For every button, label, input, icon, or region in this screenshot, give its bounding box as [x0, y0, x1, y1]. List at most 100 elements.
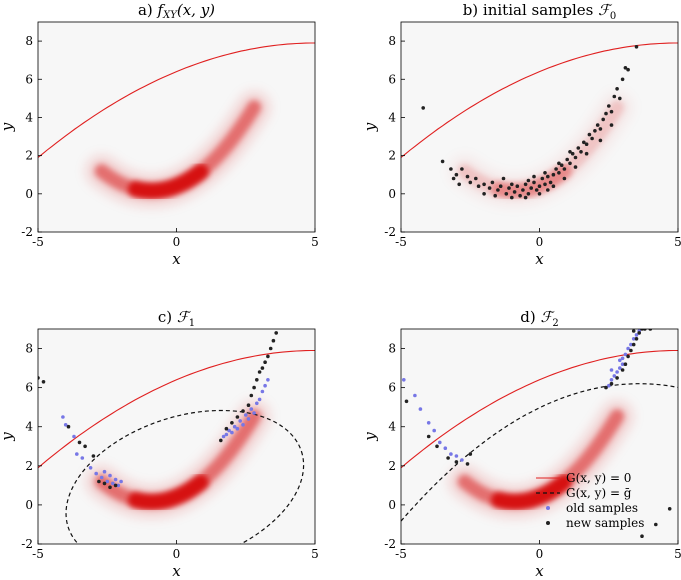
- old-sample-point: [238, 419, 242, 423]
- new-sample-point: [113, 483, 118, 488]
- old-sample-point: [254, 401, 259, 406]
- old-sample-point: [119, 479, 123, 484]
- new-sample-point: [476, 184, 481, 188]
- new-sample-point: [654, 522, 658, 527]
- new-sample-point: [504, 192, 509, 196]
- density-core: [491, 474, 572, 511]
- x-tick-label: 0: [173, 235, 181, 249]
- density-plot: [86, 401, 270, 518]
- old-sample-point: [426, 421, 431, 425]
- old-sample-point: [80, 456, 85, 460]
- new-sample-point: [546, 174, 550, 179]
- old-sample-point: [230, 430, 234, 435]
- panel-d: -5 0 5 -2 0 2 4 6 8 x y d) ℱ2: [361, 308, 681, 580]
- new-sample-point: [454, 172, 459, 177]
- new-sample-point: [598, 127, 603, 131]
- new-sample-point: [498, 184, 503, 188]
- old-sample-point: [266, 378, 270, 382]
- new-sample-point: [623, 362, 628, 367]
- new-sample-point: [426, 434, 431, 439]
- new-sample-point: [246, 403, 251, 408]
- new-sample-point: [468, 180, 473, 185]
- x-tick-label: 0: [536, 235, 544, 249]
- old-sample-point: [116, 483, 121, 488]
- new-sample-point: [584, 142, 589, 146]
- new-sample-point: [604, 385, 608, 390]
- old-sample-point: [460, 458, 464, 462]
- new-sample-point: [465, 462, 470, 466]
- panel-title: c) ℱ1: [158, 308, 195, 329]
- intermediate-contour: [65, 409, 305, 544]
- new-sample-point: [540, 176, 545, 181]
- old-sample-point: [257, 397, 262, 402]
- limit-state-curve: [38, 42, 315, 158]
- density-core: [128, 163, 209, 200]
- new-sample-point: [268, 346, 273, 351]
- y-tick-label: 0: [25, 187, 33, 201]
- new-sample-point: [252, 385, 256, 390]
- old-sample-point: [612, 374, 617, 378]
- intermediate-contour: [401, 383, 678, 522]
- y-tick-label: 2: [388, 149, 396, 163]
- y-tick-label: 4: [25, 420, 33, 434]
- new-sample-point: [515, 184, 520, 188]
- panel-title: b) initial samples ℱ0: [463, 1, 617, 22]
- x-tick-label: 5: [311, 235, 319, 249]
- old-sample-point: [618, 366, 622, 370]
- y-tick-label: 2: [388, 459, 396, 473]
- x-axis-label: x: [172, 562, 181, 580]
- old-sample-point: [224, 432, 229, 437]
- panel-a: -5 0 5 -2 0 2 4 6 8 x y a) fXY(x, y): [0, 1, 319, 268]
- y-tick-label: 6: [388, 72, 396, 86]
- x-tick-label: 5: [674, 235, 681, 249]
- new-sample-point: [507, 186, 511, 190]
- density-plot: [449, 401, 633, 518]
- new-sample-point: [529, 186, 533, 190]
- new-sample-point: [543, 182, 547, 187]
- old-sample-point: [634, 333, 639, 337]
- y-tick-label: 8: [388, 34, 396, 48]
- new-sample-point: [465, 174, 470, 179]
- new-sample-point: [523, 195, 528, 200]
- new-sample-point: [620, 77, 625, 82]
- old-sample-point: [105, 479, 110, 484]
- legend-marker-old: [546, 506, 550, 510]
- new-sample-point: [224, 426, 229, 431]
- new-sample-point: [537, 192, 542, 196]
- old-sample-point: [631, 337, 636, 341]
- old-sample-point: [413, 393, 417, 398]
- new-sample-point: [629, 348, 633, 353]
- new-sample-point: [626, 67, 630, 72]
- new-sample-point: [512, 190, 517, 194]
- new-sample-point: [631, 329, 636, 333]
- x-tick-label: 0: [536, 547, 544, 561]
- old-sample-point: [629, 342, 633, 347]
- y-axis-label: y: [0, 122, 16, 132]
- new-sample-point: [257, 370, 262, 374]
- old-sample-point: [609, 378, 614, 382]
- new-sample-point: [274, 331, 279, 335]
- y-tick-label: -2: [21, 225, 33, 239]
- x-tick-label: -5: [32, 235, 44, 249]
- new-sample-point: [435, 444, 439, 449]
- new-sample-point: [66, 424, 71, 429]
- y-tick-label: 8: [25, 34, 33, 48]
- new-sample-point: [562, 167, 567, 171]
- new-sample-point: [620, 368, 625, 372]
- new-sample-point: [493, 193, 498, 198]
- legend-marker-new: [546, 521, 550, 525]
- new-sample-point: [482, 182, 486, 187]
- old-sample-point: [102, 469, 107, 474]
- old-sample-point: [108, 473, 112, 478]
- panel-title: d) ℱ2: [520, 308, 558, 329]
- old-sample-point: [620, 362, 625, 367]
- new-sample-point: [534, 188, 539, 192]
- old-sample-point: [449, 452, 453, 456]
- x-tick-label: 5: [311, 547, 319, 561]
- new-sample-point: [108, 485, 112, 490]
- new-sample-point: [570, 151, 575, 156]
- new-sample-point: [554, 167, 558, 171]
- new-sample-point: [38, 376, 40, 380]
- old-sample-point: [232, 424, 237, 429]
- new-sample-point: [667, 507, 672, 511]
